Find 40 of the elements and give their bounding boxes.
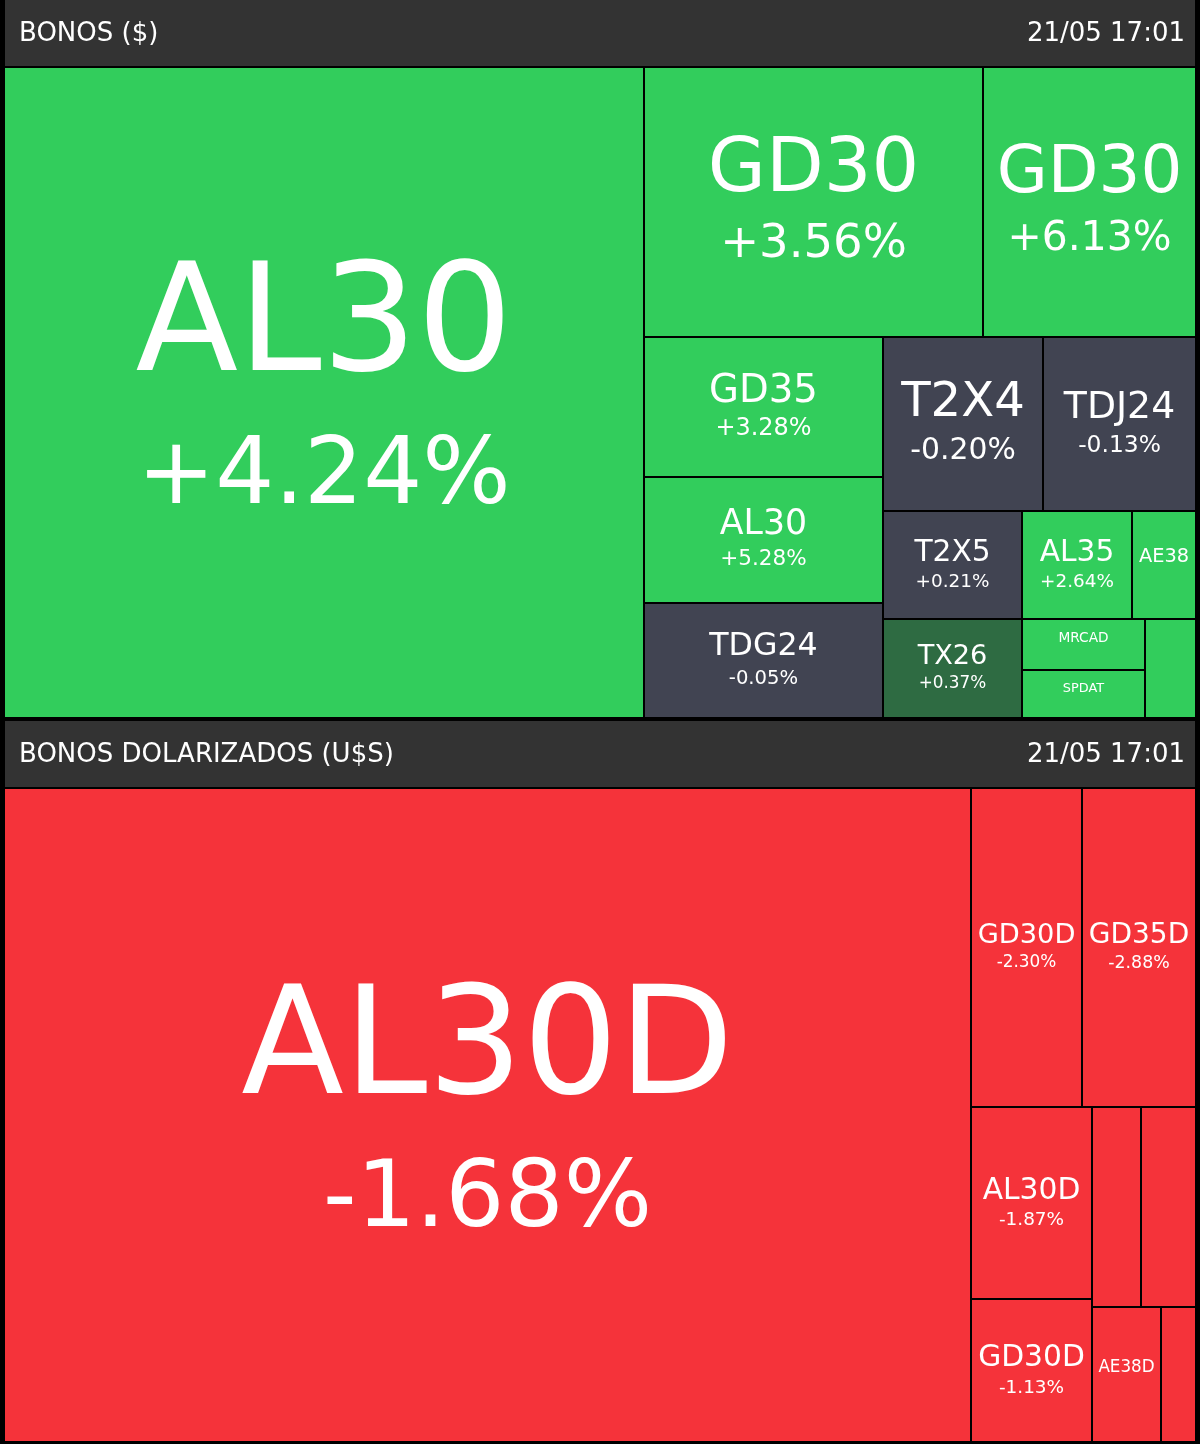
data-label: +3.56% bbox=[720, 214, 907, 269]
data-label: -2.30% bbox=[996, 951, 1057, 972]
data-label: +5.28% bbox=[720, 545, 807, 571]
category-label: T2X5 bbox=[913, 532, 991, 568]
category-label: AL30 bbox=[135, 231, 513, 405]
category-label: AE38 bbox=[1138, 544, 1190, 568]
category-label: AE38D bbox=[1098, 1355, 1155, 1376]
category-label: GD30 bbox=[707, 121, 920, 210]
category-label: AL30D bbox=[982, 1170, 1081, 1206]
category-label: GD35 bbox=[709, 365, 818, 411]
category-label: GD30D bbox=[977, 918, 1076, 950]
data-label: -0.13% bbox=[1078, 429, 1161, 458]
data-label: +3.28% bbox=[715, 413, 812, 442]
category-label: TX26 bbox=[916, 639, 988, 671]
data-label: -0.05% bbox=[728, 665, 799, 689]
category-label: GD30D bbox=[978, 1338, 1085, 1374]
text: 21/05 17:01 bbox=[1026, 17, 1185, 47]
data-label: -0.20% bbox=[910, 431, 1016, 467]
data-label: -2.88% bbox=[1108, 951, 1170, 972]
category-label: TDG24 bbox=[708, 626, 818, 663]
category-label: GD30 bbox=[996, 131, 1183, 209]
category-label: TDJ24 bbox=[1062, 383, 1176, 428]
category-label: GD35D bbox=[1088, 916, 1190, 950]
text: BONOS DOLARIZADOS (U$S) bbox=[19, 738, 394, 768]
category-label: SPDAT bbox=[1062, 680, 1105, 696]
data-label: -1.13% bbox=[998, 1375, 1065, 1397]
category-label: MRCAD bbox=[1058, 629, 1109, 646]
data-label: +0.37% bbox=[918, 672, 987, 693]
data-label: -1.68% bbox=[323, 1139, 652, 1248]
data-label: +6.13% bbox=[1007, 212, 1172, 261]
category-label: AL30D bbox=[241, 953, 734, 1128]
category-label: T2X4 bbox=[900, 371, 1025, 428]
data-label: +2.64% bbox=[1040, 570, 1114, 592]
text: BONOS ($) bbox=[19, 17, 159, 47]
data-label: +4.24% bbox=[137, 417, 511, 525]
category-label: AL35 bbox=[1039, 532, 1115, 568]
category-label: AL30 bbox=[719, 502, 808, 543]
text: 21/05 17:01 bbox=[1026, 738, 1185, 768]
data-label: +0.21% bbox=[915, 570, 990, 592]
data-label: -1.87% bbox=[998, 1208, 1065, 1230]
